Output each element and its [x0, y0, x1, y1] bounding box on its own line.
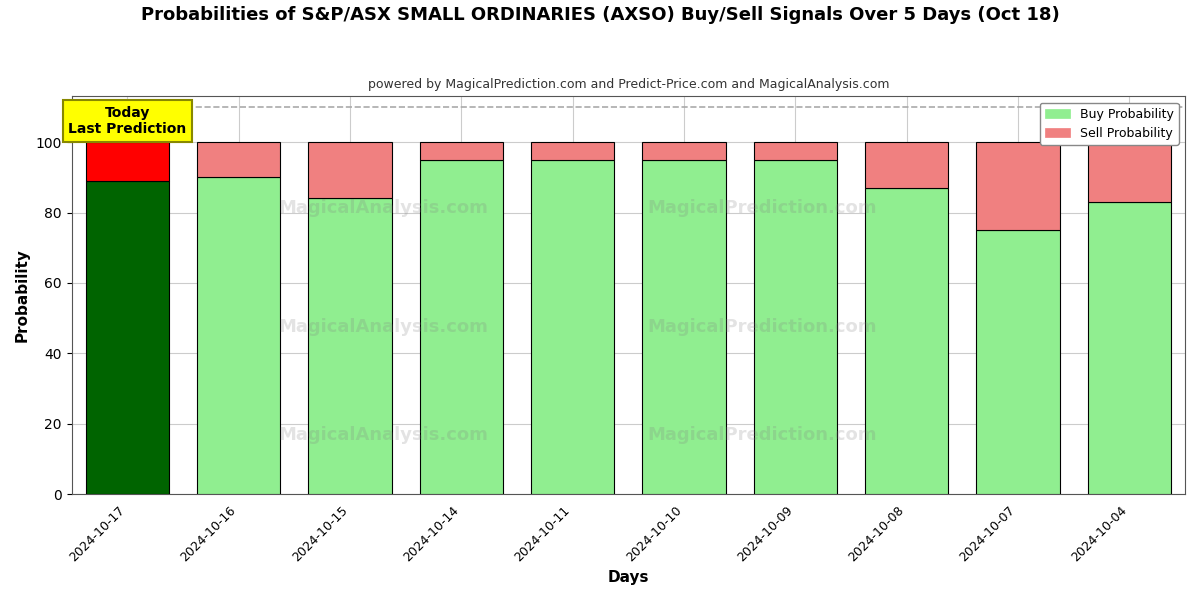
Bar: [197, 142, 281, 178]
Bar: [197, 178, 281, 494]
Bar: [865, 142, 948, 188]
Text: MagicalAnalysis.com: MagicalAnalysis.com: [278, 199, 488, 217]
Text: MagicalAnalysis.com: MagicalAnalysis.com: [278, 425, 488, 443]
Text: MagicalPrediction.com: MagicalPrediction.com: [647, 318, 877, 336]
Bar: [1087, 142, 1171, 202]
Bar: [530, 160, 614, 494]
Bar: [642, 160, 726, 494]
Text: Probabilities of S&P/ASX SMALL ORDINARIES (AXSO) Buy/Sell Signals Over 5 Days (O: Probabilities of S&P/ASX SMALL ORDINARIE…: [140, 6, 1060, 24]
Legend: Buy Probability, Sell Probability: Buy Probability, Sell Probability: [1040, 103, 1178, 145]
Text: MagicalAnalysis.com: MagicalAnalysis.com: [278, 318, 488, 336]
Bar: [308, 199, 391, 494]
Bar: [308, 142, 391, 199]
Bar: [420, 142, 503, 160]
Bar: [754, 160, 838, 494]
Bar: [865, 188, 948, 494]
Text: Today
Last Prediction: Today Last Prediction: [68, 106, 186, 136]
Bar: [85, 142, 169, 181]
Bar: [1087, 202, 1171, 494]
Text: MagicalPrediction.com: MagicalPrediction.com: [647, 199, 877, 217]
Bar: [977, 142, 1060, 230]
X-axis label: Days: Days: [607, 570, 649, 585]
Bar: [977, 230, 1060, 494]
Bar: [642, 142, 726, 160]
Bar: [420, 160, 503, 494]
Y-axis label: Probability: Probability: [16, 248, 30, 342]
Bar: [85, 181, 169, 494]
Title: powered by MagicalPrediction.com and Predict-Price.com and MagicalAnalysis.com: powered by MagicalPrediction.com and Pre…: [367, 78, 889, 91]
Text: MagicalPrediction.com: MagicalPrediction.com: [647, 425, 877, 443]
Bar: [754, 142, 838, 160]
Bar: [530, 142, 614, 160]
